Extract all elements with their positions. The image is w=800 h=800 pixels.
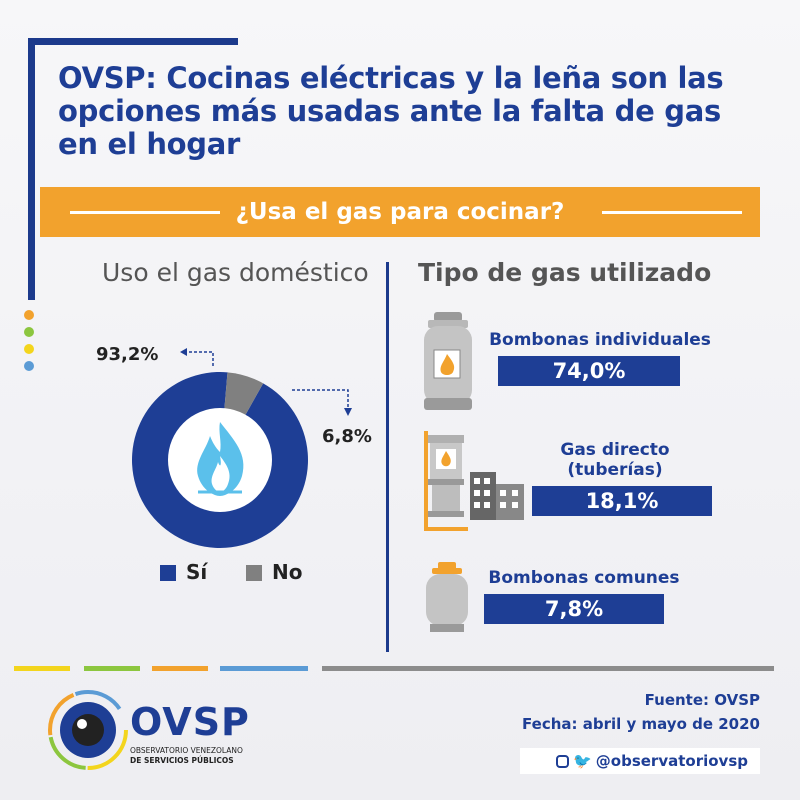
social-handle-text: @observatoriovsp bbox=[595, 752, 748, 770]
donut-chart bbox=[132, 372, 308, 548]
page-title: OVSP: Cocinas eléctricas y la leña son l… bbox=[58, 61, 724, 161]
accent-dot-yellow bbox=[24, 344, 34, 354]
legend-swatch-no bbox=[246, 565, 262, 581]
logo-sub-line-1: OBSERVATORIO VENEZOLANO bbox=[130, 746, 243, 755]
frame-top-bar bbox=[28, 38, 238, 45]
gas-bar-individuales: 74,0% bbox=[498, 356, 680, 386]
social-handle[interactable]: 🐦 @observatoriovsp bbox=[520, 748, 760, 774]
accent-dot-orange bbox=[24, 310, 34, 320]
banner-text: ¿Usa el gas para cocinar? bbox=[235, 199, 565, 225]
logo-text: OVSP bbox=[130, 700, 250, 744]
accent-dot-green bbox=[24, 327, 34, 337]
gas-label-individuales: Bombonas individuales bbox=[489, 330, 711, 350]
footer-line-blue bbox=[220, 666, 308, 671]
gas-cylinder-icon bbox=[424, 312, 472, 410]
footer-line-yellow bbox=[14, 666, 70, 671]
date-text: Fecha: abril y mayo de 2020 bbox=[522, 715, 760, 733]
instagram-icon bbox=[556, 755, 570, 768]
source-block: Fuente: OVSP Fecha: abril y mayo de 2020 bbox=[522, 688, 760, 736]
right-section-title: Tipo de gas utilizado bbox=[418, 258, 712, 287]
arrow-no bbox=[292, 389, 352, 416]
buildings-icon bbox=[470, 472, 524, 520]
legend-no: No bbox=[246, 560, 302, 584]
gas-bar-directo: 18,1% bbox=[532, 486, 712, 516]
gas-cylinder-icon-common bbox=[426, 562, 468, 632]
arrow-si bbox=[180, 348, 214, 366]
footer-line-orange bbox=[152, 666, 208, 671]
gas-tank-icon bbox=[424, 431, 468, 531]
gas-label-directo-1: Gas directo bbox=[560, 440, 670, 460]
left-section-title: Uso el gas doméstico bbox=[102, 258, 369, 287]
gas-label-comunes: Bombonas comunes bbox=[488, 568, 680, 588]
pct-label-no: 6,8% bbox=[322, 426, 372, 447]
twitter-icon: 🐦 bbox=[573, 752, 592, 770]
footer-line-gray bbox=[322, 666, 774, 671]
question-banner: ¿Usa el gas para cocinar? bbox=[40, 187, 760, 237]
legend-label-no: No bbox=[272, 560, 303, 584]
flame-icon bbox=[197, 422, 244, 496]
accent-dot-blue bbox=[24, 361, 34, 371]
banner-line-right bbox=[602, 211, 742, 214]
section-divider bbox=[386, 262, 389, 652]
logo-sub-line-2: DE SERVICIOS PÚBLICOS bbox=[130, 756, 234, 765]
gas-bar-comunes: 7,8% bbox=[484, 594, 664, 624]
banner-line-left bbox=[70, 211, 220, 214]
frame-left-bar bbox=[28, 38, 35, 300]
logo-subtitle: OBSERVATORIO VENEZOLANO DE SERVICIOS PÚB… bbox=[130, 746, 250, 766]
pct-label-si: 93,2% bbox=[96, 344, 159, 365]
gas-label-directo-2: (tuberías) bbox=[567, 460, 663, 480]
legend-swatch-si bbox=[160, 565, 176, 581]
legend-si: Sí bbox=[160, 560, 207, 584]
source-text: Fuente: OVSP bbox=[644, 691, 760, 709]
footer-line-green bbox=[84, 666, 140, 671]
legend-label-si: Sí bbox=[186, 560, 208, 584]
ovsp-logo-icon bbox=[48, 690, 128, 770]
